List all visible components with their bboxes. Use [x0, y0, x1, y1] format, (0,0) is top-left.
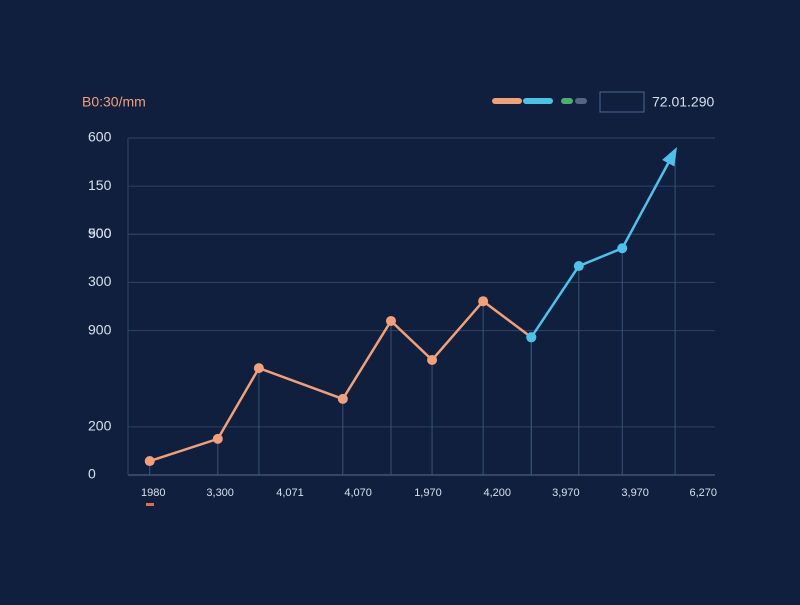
point [526, 332, 537, 343]
x-tick-label: 3,970 [621, 487, 649, 499]
arrow-head [662, 146, 677, 167]
x-tick-label: 3,300 [206, 487, 234, 499]
x-tick-label: 1,970 [414, 487, 442, 499]
legend-swatch [492, 98, 522, 104]
y-tick-label: 0 [88, 466, 96, 482]
annotation: 72.01.290 [652, 94, 714, 110]
y-tick-label: 200 [88, 418, 112, 434]
x-tick-label: 4,070 [344, 487, 372, 499]
y-tick-label: 900 [88, 321, 112, 337]
y-tick-label: 500 [88, 225, 112, 241]
legend-swatch [561, 98, 573, 104]
x-tick-label: 1980 [141, 487, 165, 499]
point [617, 243, 628, 254]
series-line [530, 149, 677, 339]
y-tick-label: 600 [88, 129, 112, 145]
legend-swatch [523, 98, 553, 104]
legend-box [599, 91, 645, 113]
x-tick-label: 4,071 [276, 487, 304, 499]
y-tick-label: 900 [88, 225, 112, 241]
point [573, 261, 584, 272]
point [337, 393, 348, 404]
series-line [149, 299, 533, 463]
legend-swatch [575, 98, 587, 104]
x-tick-label: 4,200 [483, 487, 511, 499]
x-tick-label: 3,970 [552, 487, 580, 499]
point [144, 456, 155, 467]
point [253, 363, 264, 374]
chart-title: B0:30/mm [82, 94, 146, 110]
point [385, 315, 396, 326]
x-tick-label: 6,270 [689, 487, 717, 499]
marker [146, 503, 154, 506]
point [478, 296, 489, 307]
y-tick-label: 300 [88, 273, 112, 289]
point [212, 433, 223, 444]
point [427, 354, 438, 365]
y-tick-label: 150 [88, 177, 112, 193]
